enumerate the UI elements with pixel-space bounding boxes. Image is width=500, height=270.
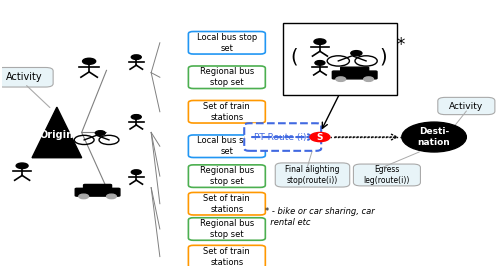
FancyBboxPatch shape [188,165,266,187]
FancyBboxPatch shape [340,67,368,72]
FancyBboxPatch shape [282,23,397,94]
FancyBboxPatch shape [188,193,266,215]
FancyBboxPatch shape [244,123,321,151]
Text: *: * [397,36,405,54]
FancyBboxPatch shape [354,164,420,186]
Circle shape [106,194,117,199]
Circle shape [314,39,326,44]
Text: S: S [316,133,323,141]
Text: Origin: Origin [40,130,74,140]
Text: * - bike or car sharing, car
  rental etc: * - bike or car sharing, car rental etc [266,207,375,227]
Circle shape [351,51,362,56]
Circle shape [402,122,466,152]
FancyBboxPatch shape [332,71,377,79]
FancyBboxPatch shape [188,245,266,268]
Text: ): ) [380,47,387,66]
Text: Egress
leg(route(i)): Egress leg(route(i)) [364,165,410,185]
Text: Regional bus
stop set: Regional bus stop set [200,166,254,186]
FancyBboxPatch shape [84,184,112,190]
Text: Final alighting
stop(route(i)): Final alighting stop(route(i)) [285,165,340,185]
Circle shape [364,77,374,81]
FancyBboxPatch shape [188,32,266,54]
FancyBboxPatch shape [188,218,266,240]
FancyBboxPatch shape [438,97,495,115]
FancyBboxPatch shape [188,66,266,89]
FancyBboxPatch shape [188,135,266,157]
Text: Local bus stop
set: Local bus stop set [196,136,257,156]
Text: Desti-
nation: Desti- nation [418,127,450,147]
Circle shape [132,170,141,174]
Text: Regional bus
stop set: Regional bus stop set [200,219,254,239]
Circle shape [82,58,96,64]
Text: PT Route (i): PT Route (i) [254,133,306,141]
FancyBboxPatch shape [276,163,349,187]
Text: Activity: Activity [449,102,484,110]
Circle shape [132,55,141,59]
Circle shape [96,131,106,135]
Text: Activity: Activity [6,72,43,82]
Text: Local bus stop
set: Local bus stop set [196,33,257,53]
FancyBboxPatch shape [75,188,120,196]
Text: (: ( [290,47,298,66]
Polygon shape [32,107,82,158]
Text: Regional bus
stop set: Regional bus stop set [200,67,254,87]
Circle shape [315,60,325,65]
Circle shape [79,194,88,199]
Circle shape [310,133,330,142]
Text: Set of train
stations: Set of train stations [204,194,250,214]
FancyBboxPatch shape [0,68,53,87]
Circle shape [132,115,141,119]
FancyBboxPatch shape [188,100,266,123]
Text: Set of train
stations: Set of train stations [204,102,250,122]
Circle shape [336,77,345,81]
Circle shape [16,163,28,168]
Text: Set of train
stations: Set of train stations [204,247,250,267]
